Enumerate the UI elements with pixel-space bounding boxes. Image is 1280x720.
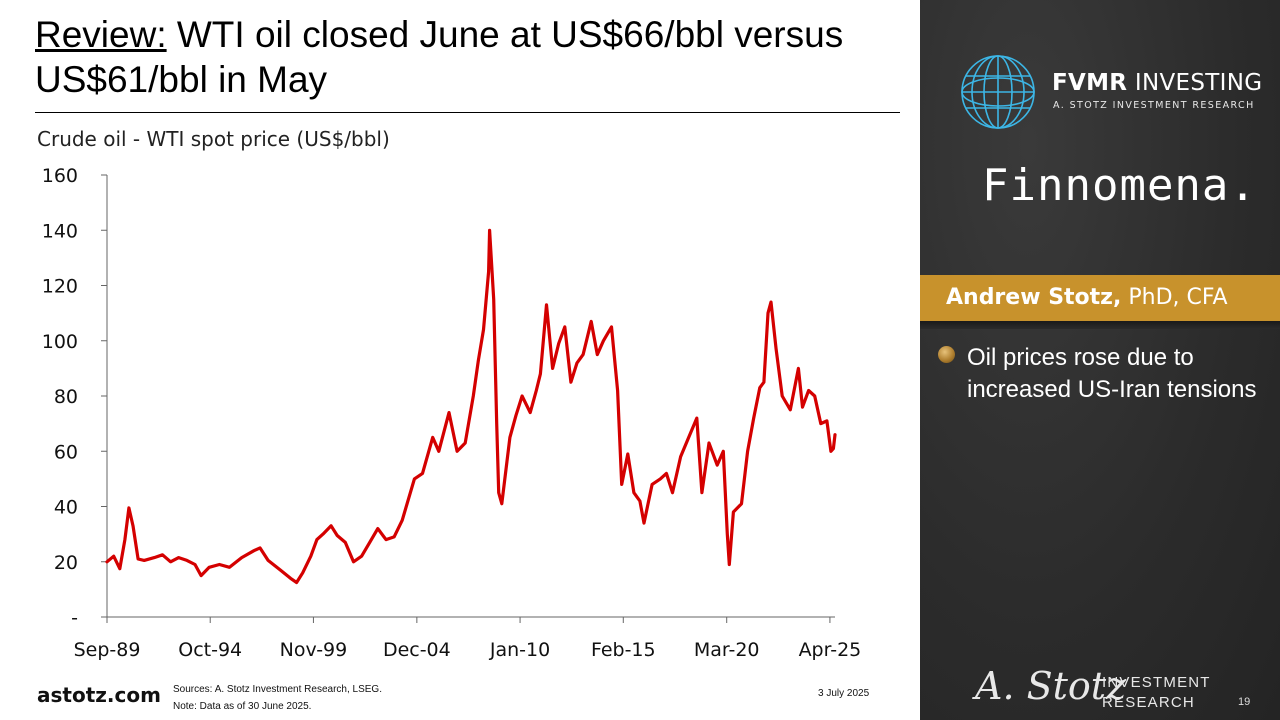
author-credentials: PhD, CFA (1121, 285, 1227, 310)
footer-date: 3 July 2025 (818, 688, 869, 699)
title-divider (35, 112, 900, 113)
x-tick-label: Oct-94 (178, 639, 242, 661)
x-tick-label: Dec-04 (383, 639, 451, 661)
x-tick-label: Apr-25 (799, 639, 862, 661)
fvmr-subtitle: A. STOTZ INVESTMENT RESEARCH (1053, 100, 1255, 111)
ir-line-2: RESEARCH (1102, 693, 1211, 713)
author-name-bold: Andrew Stotz, (946, 285, 1121, 310)
chart-title: Crude oil - WTI spot price (US$/bbl) (37, 127, 390, 151)
wti-price-line (107, 230, 835, 582)
title-lead: Review: (35, 14, 167, 55)
y-tick-label: 60 (54, 441, 78, 463)
x-tick-label: Nov-99 (280, 639, 348, 661)
x-tick-label: Feb-15 (591, 639, 656, 661)
y-tick-label: 40 (54, 497, 78, 519)
footer-sources: Sources: A. Stotz Investment Research, L… (173, 681, 382, 715)
y-tick-label: 140 (42, 220, 78, 242)
partner-logo: Finnomena. (982, 160, 1257, 211)
investment-research-text: INVESTMENT RESEARCH (1102, 673, 1211, 713)
x-tick-label: Jan-10 (489, 639, 550, 661)
y-tick-label: 120 (42, 276, 78, 298)
fvmr-bold: FVMR (1052, 70, 1127, 96)
y-tick-label: 160 (42, 165, 78, 187)
author-bar-shadow (920, 321, 1280, 329)
fvmr-rest: INVESTING (1127, 70, 1262, 96)
x-tick-label: Sep-89 (74, 639, 141, 661)
y-tick-label: - (71, 607, 78, 629)
slide-title: Review: WTI oil closed June at US$66/bbl… (35, 12, 895, 102)
wti-price-chart: - 20 40 60 80 100 120 140 160 Sep-89 Oct-94 Nov-99 D… (0, 155, 900, 670)
y-tick-label: 100 (42, 331, 78, 353)
footer-brand[interactable]: astotz.com (37, 683, 161, 707)
fvmr-logo-text: FVMR INVESTING (1052, 70, 1262, 96)
ir-line-1: INVESTMENT (1102, 673, 1211, 693)
author-name: Andrew Stotz, PhD, CFA (946, 285, 1228, 310)
note-text: Note: Data as of 30 June 2025. (173, 698, 382, 715)
side-panel: FVMR INVESTING A. STOTZ INVESTMENT RESEA… (920, 0, 1280, 720)
bullet-point: Oil prices rose due to increased US-Iran… (967, 342, 1267, 406)
page-number: 19 (1238, 696, 1250, 708)
x-tick-label: Mar-20 (694, 639, 760, 661)
y-tick-label: 20 (54, 552, 78, 574)
gold-bullet-icon (938, 346, 955, 363)
sources-text: Sources: A. Stotz Investment Research, L… (173, 681, 382, 698)
globe-icon (958, 52, 1038, 132)
y-tick-label: 80 (54, 386, 78, 408)
slide-main: Review: WTI oil closed June at US$66/bbl… (0, 0, 920, 720)
